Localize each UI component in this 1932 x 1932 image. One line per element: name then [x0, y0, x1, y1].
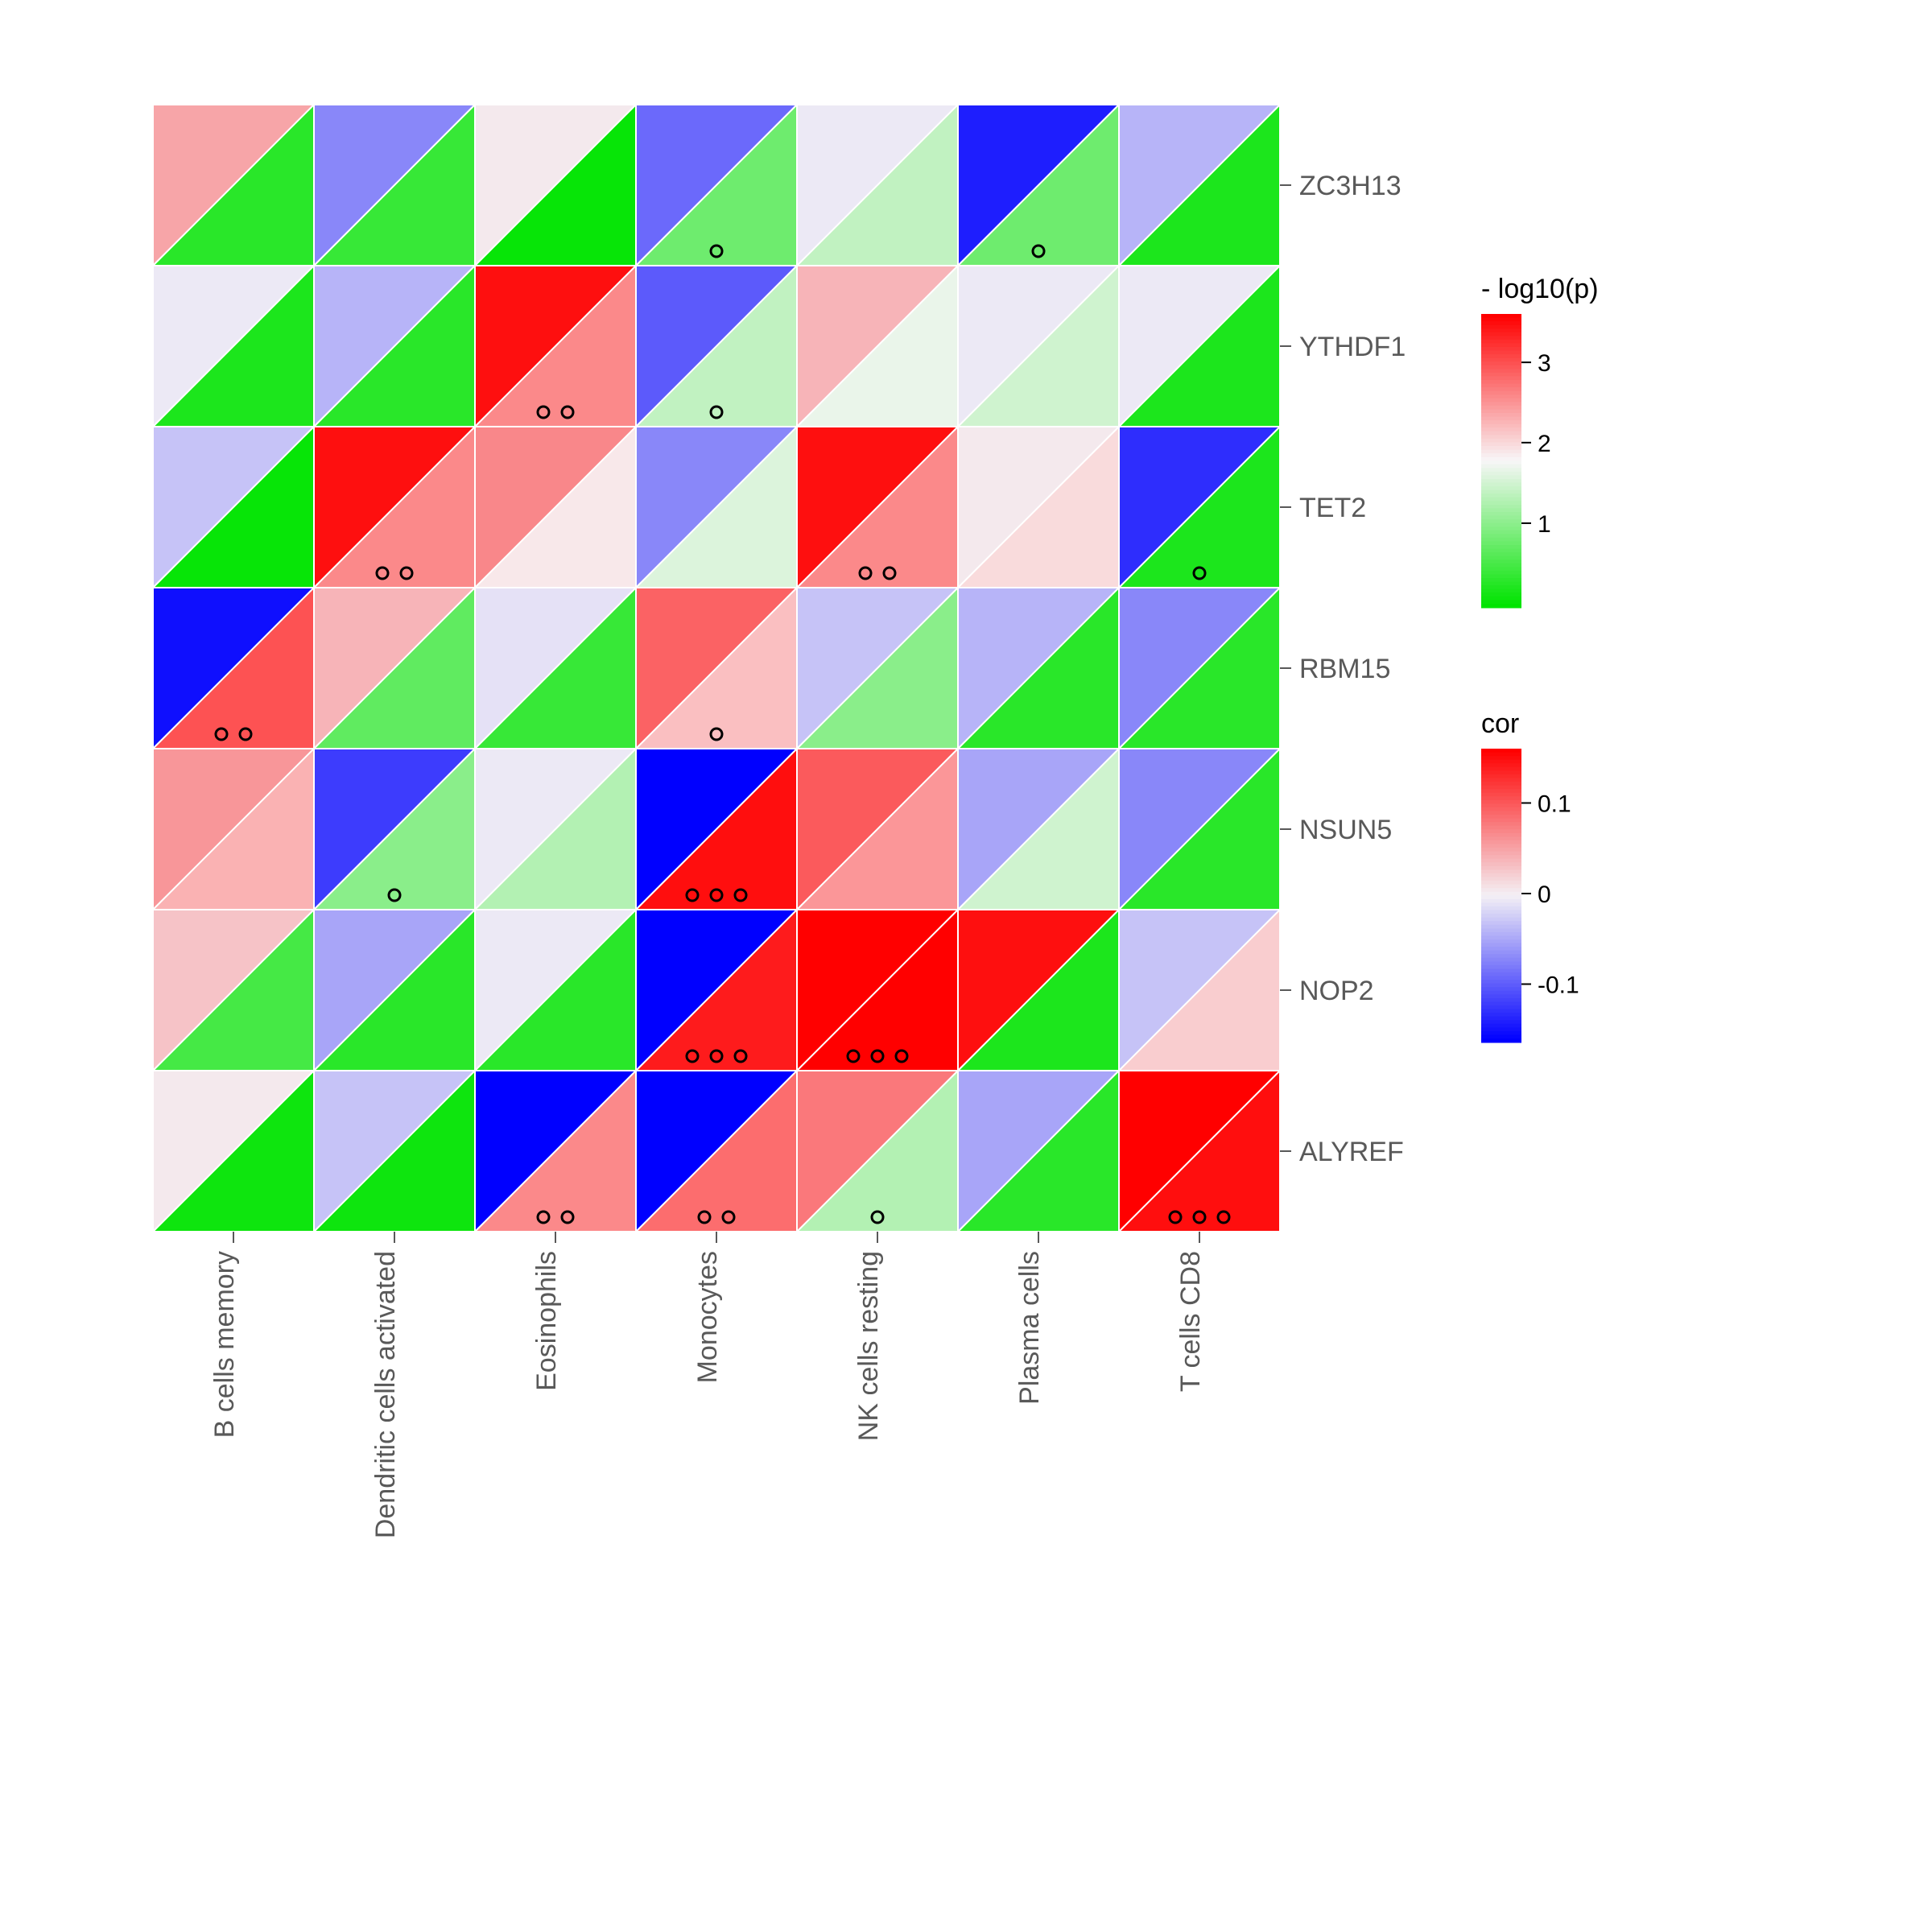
row-label: RBM15 — [1299, 654, 1390, 684]
legend-tick-label: 1 — [1538, 511, 1551, 538]
row-label: YTHDF1 — [1299, 332, 1406, 362]
legend-tick-label: 2 — [1538, 431, 1551, 457]
legend-bar-slice — [1481, 1038, 1521, 1043]
legend-bar-slice — [1481, 604, 1521, 609]
heatmap-svg: ZC3H13 YTHDF1 TET2 RBM15 NSUN5 NOP2 ALYREF B ce… — [0, 0, 1932, 1932]
row-label: ZC3H13 — [1299, 171, 1402, 201]
legend-title: - log10(p) — [1481, 274, 1599, 304]
col-label: T cells CD8 — [1175, 1251, 1206, 1392]
col-label: B cells memory — [209, 1251, 240, 1438]
legend-title: cor — [1481, 708, 1519, 739]
legend-tick-label: 3 — [1538, 350, 1551, 377]
col-label: Eosinophils — [531, 1251, 562, 1391]
legend-tick-label: -0.1 — [1538, 972, 1579, 999]
legend-tick-label: 0.1 — [1538, 791, 1571, 818]
row-label: NOP2 — [1299, 976, 1374, 1006]
row-label: ALYREF — [1299, 1137, 1404, 1167]
row-label: TET2 — [1299, 493, 1366, 523]
col-label: NK cells resting — [853, 1251, 884, 1441]
legend-tick-label: 0 — [1538, 881, 1551, 908]
col-label: Dendritic cells activated — [370, 1251, 401, 1538]
col-label: Monocytes — [692, 1251, 723, 1383]
col-label: Plasma cells — [1014, 1251, 1045, 1405]
correlation-heatmap: ZC3H13 YTHDF1 TET2 RBM15 NSUN5 NOP2 ALYREF B ce… — [0, 0, 1932, 1932]
row-label: NSUN5 — [1299, 815, 1392, 845]
